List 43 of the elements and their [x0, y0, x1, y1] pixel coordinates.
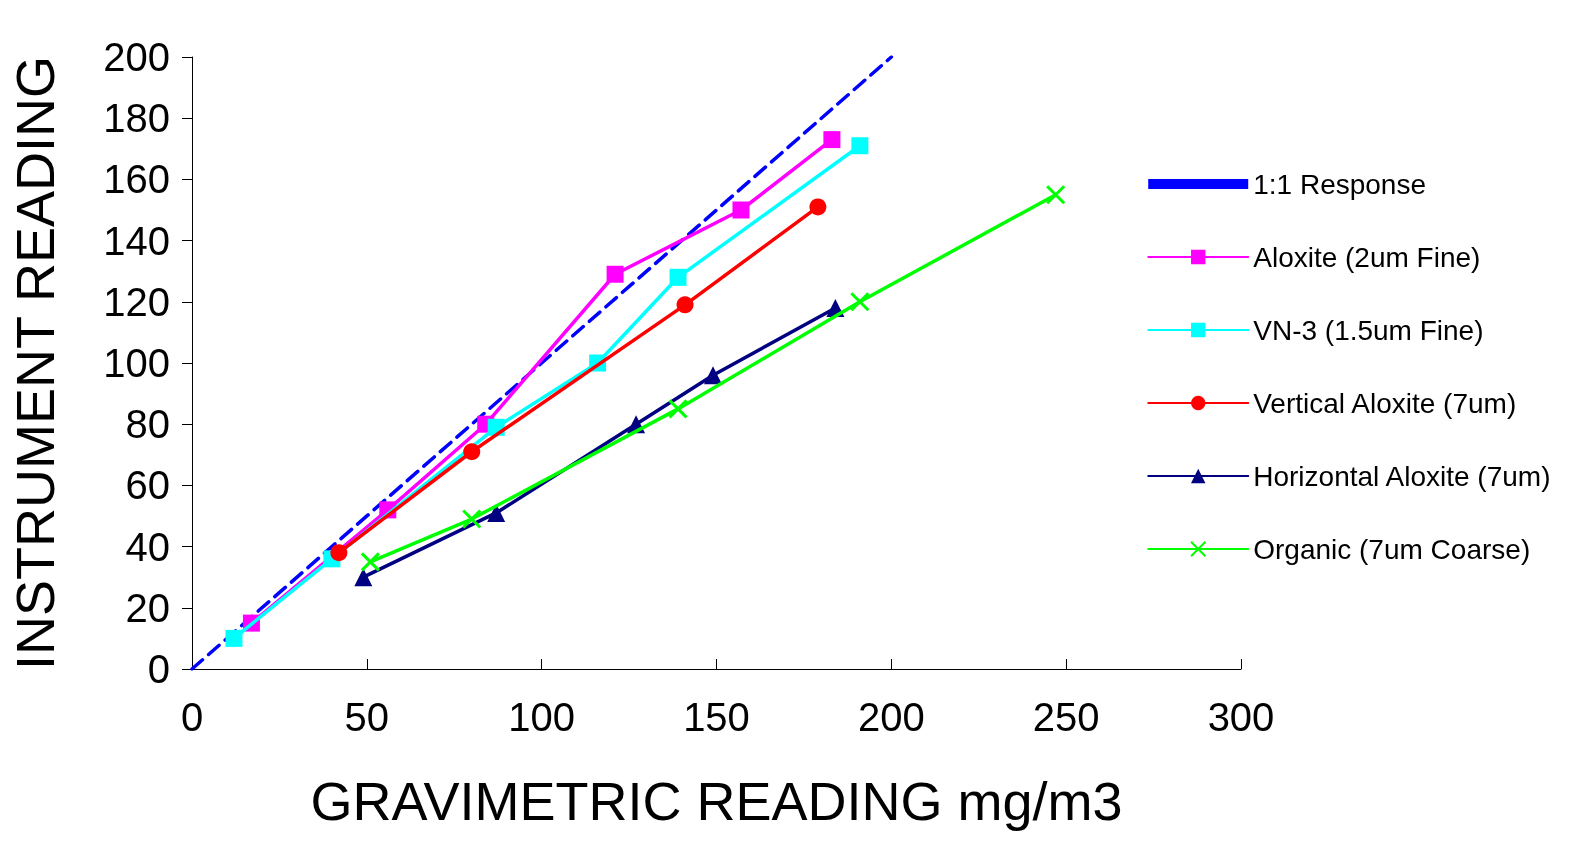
y-tick-label: 120 [103, 279, 170, 324]
legend-label: Horizontal Aloxite (7um) [1253, 460, 1551, 492]
legend-label: Organic (7um Coarse) [1253, 533, 1531, 565]
legend-label: 1:1 Response [1253, 168, 1427, 200]
point [823, 131, 841, 149]
point [360, 551, 381, 572]
x-tick-label: 300 [1207, 695, 1275, 739]
y-tick-label: 100 [103, 341, 170, 385]
y-tick-label: 160 [103, 157, 170, 202]
point [225, 629, 243, 647]
point [330, 544, 348, 562]
x-tick-label: 50 [344, 695, 390, 739]
legend-label: Vertical Aloxite (7um) [1253, 387, 1517, 419]
x-axis-title: GRAVIMETRIC READING mg/m3 [310, 771, 1123, 831]
point [461, 509, 482, 530]
point [1045, 184, 1066, 205]
y-tick-label: 20 [125, 585, 170, 630]
point [668, 398, 689, 419]
point [606, 265, 624, 283]
point [851, 137, 869, 155]
x-tick-label: 100 [508, 695, 576, 739]
y-tick-label: 0 [147, 647, 170, 691]
point [676, 296, 694, 314]
point [849, 291, 870, 312]
point [809, 198, 827, 216]
point [463, 443, 481, 461]
x-tick-label: 200 [857, 695, 925, 739]
point [732, 201, 750, 219]
x-tick-label: 250 [1032, 695, 1100, 739]
point [354, 568, 373, 587]
y-tick-label: 60 [125, 463, 170, 508]
y-tick-label: 180 [103, 96, 170, 141]
y-tick-label: 40 [125, 524, 170, 569]
y-axis-title: INSTRUMENT READING [5, 55, 65, 671]
legend-label: Aloxite (2um Fine) [1253, 241, 1481, 273]
y-tick-label: 200 [103, 35, 170, 79]
legend-label: VN-3 (1.5um Fine) [1253, 314, 1484, 346]
x-tick-label: 150 [683, 695, 750, 739]
point [704, 366, 722, 385]
y-tick-label: 140 [103, 218, 170, 263]
point [669, 268, 687, 286]
y-tick-label: 80 [125, 402, 170, 447]
x-tick-label: 0 [180, 695, 204, 739]
